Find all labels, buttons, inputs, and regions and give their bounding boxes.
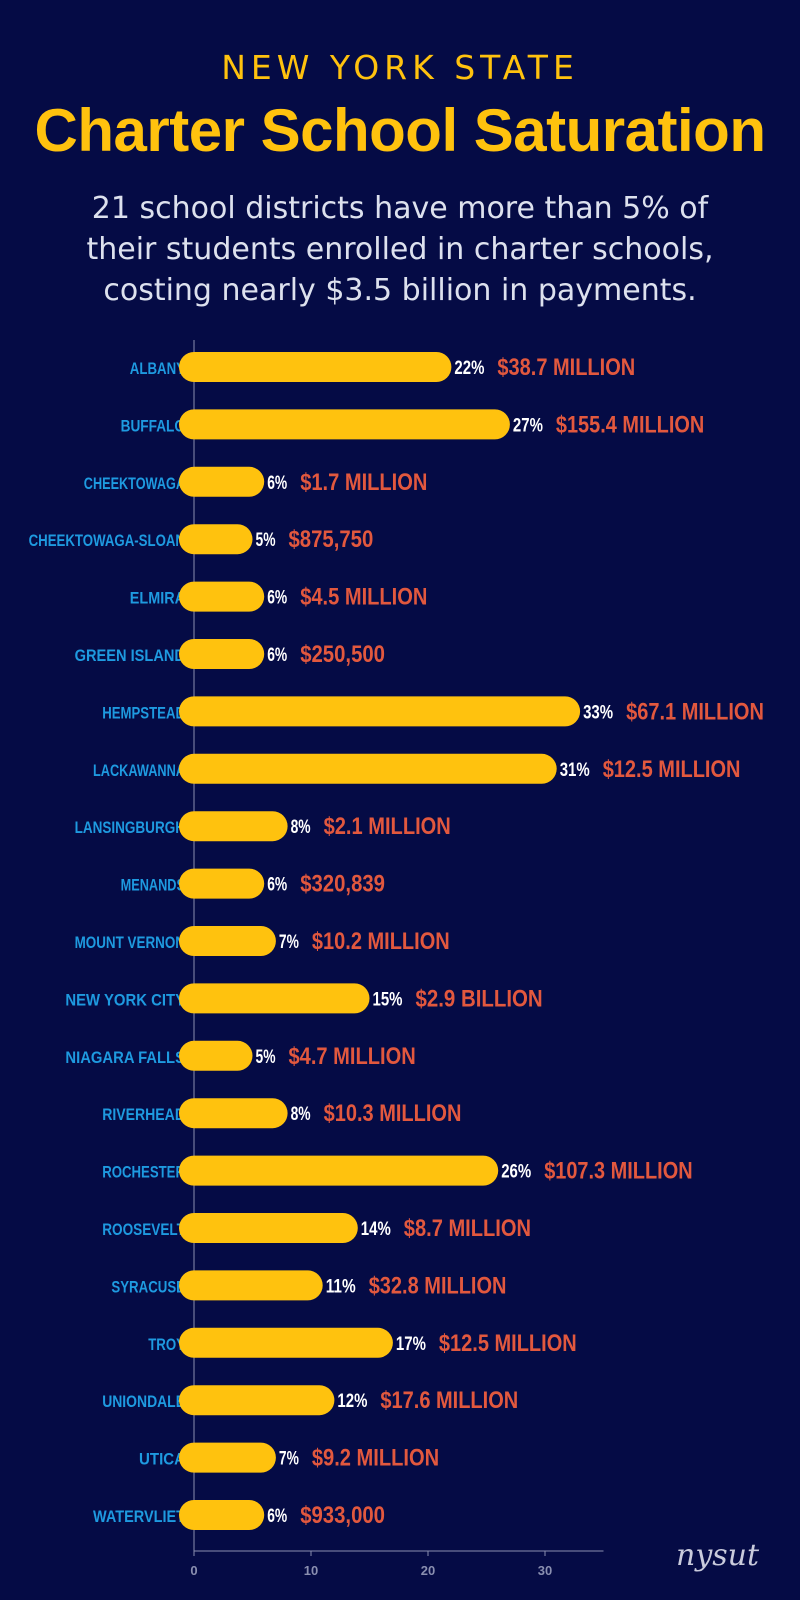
category-label: BUFFALO: [121, 416, 185, 435]
percent-label: 11%: [326, 1276, 356, 1297]
category-label: NEW YORK CITY: [65, 990, 185, 1009]
cost-label: $250,500: [300, 641, 385, 668]
bar: [179, 1327, 393, 1358]
cost-label: $2.9 BILLION: [416, 985, 543, 1012]
cost-label: $107.3 MILLION: [544, 1158, 692, 1185]
cost-label: $155.4 MILLION: [556, 411, 704, 438]
category-label: TROY: [148, 1335, 185, 1354]
category-label: SYRACUSE: [111, 1277, 185, 1296]
percent-label: 8%: [291, 817, 311, 838]
bar: [179, 352, 452, 382]
x-tick-label: 0: [190, 1563, 197, 1578]
cost-label: $9.2 MILLION: [312, 1445, 439, 1472]
nysut-logo: nysut: [676, 1538, 760, 1573]
category-label: ALBANY: [130, 359, 186, 378]
bar: [179, 1098, 288, 1129]
cost-label: $10.2 MILLION: [312, 928, 450, 955]
bar: [179, 409, 510, 440]
x-tick-label: 10: [304, 1563, 318, 1578]
bar: [179, 1213, 358, 1243]
category-label: WATERVLIET: [93, 1507, 186, 1526]
cost-label: $4.7 MILLION: [289, 1043, 416, 1070]
bar: [179, 524, 253, 555]
cost-label: $12.5 MILLION: [603, 756, 741, 783]
percent-label: 17%: [396, 1334, 426, 1355]
percent-label: 15%: [373, 989, 403, 1010]
bar: [179, 926, 276, 956]
percent-label: 6%: [267, 875, 287, 896]
percent-label: 22%: [454, 358, 484, 379]
bar: [179, 1500, 265, 1530]
chart-title: Charter School Saturation: [34, 97, 766, 164]
bar: [179, 639, 265, 669]
bar: [179, 868, 265, 899]
cost-label: $320,839: [300, 871, 385, 898]
cost-label: $875,750: [289, 526, 374, 553]
category-label: ROCHESTER: [102, 1163, 185, 1182]
percent-label: 12%: [337, 1391, 367, 1412]
bar: [179, 1155, 499, 1186]
percent-label: 6%: [267, 588, 287, 609]
x-tick-label: 20: [421, 1563, 435, 1578]
percent-label: 6%: [267, 473, 287, 494]
bar: [179, 811, 288, 842]
percent-label: 6%: [267, 1506, 287, 1527]
percent-label: 27%: [513, 415, 543, 436]
bar: [179, 1270, 323, 1301]
percent-label: 33%: [583, 702, 613, 723]
percent-label: 5%: [256, 1047, 276, 1068]
cost-label: $17.6 MILLION: [380, 1387, 518, 1414]
category-label: LACKAWANNA: [93, 761, 185, 780]
percent-label: 7%: [279, 1449, 299, 1470]
category-label: LANSINGBURGH: [75, 818, 185, 837]
category-label: UTICA: [139, 1450, 185, 1469]
bar: [179, 1040, 253, 1071]
category-label: NIAGARA FALLS: [65, 1048, 185, 1067]
percent-label: 7%: [279, 932, 299, 953]
chart-subtitle: 21 school districts have more than 5% of…: [86, 191, 714, 308]
cost-label: $67.1 MILLION: [626, 698, 764, 725]
percent-label: 26%: [501, 1162, 531, 1183]
category-label: CHEEKTOWAGA-SLOAN: [29, 531, 185, 550]
bar: [179, 581, 265, 612]
bar: [179, 983, 370, 1014]
cost-label: $2.1 MILLION: [324, 813, 451, 840]
percent-label: 6%: [267, 645, 287, 666]
bar: [179, 1442, 276, 1473]
bar: [179, 753, 557, 784]
cost-label: $32.8 MILLION: [369, 1272, 507, 1299]
category-label: UNIONDALE: [102, 1392, 185, 1411]
cost-label: $933,000: [300, 1502, 385, 1529]
percent-label: 5%: [256, 530, 276, 551]
category-label: MOUNT VERNON: [75, 933, 185, 952]
category-label: GREEN ISLAND: [75, 646, 185, 665]
percent-label: 31%: [560, 760, 590, 781]
chart-kicker: NEW YORK STATE: [221, 48, 579, 87]
cost-label: $10.3 MILLION: [324, 1100, 462, 1127]
cost-label: $4.5 MILLION: [300, 584, 427, 611]
bar: [179, 696, 581, 727]
percent-label: 8%: [291, 1104, 311, 1125]
bar: [179, 1385, 335, 1416]
cost-label: $1.7 MILLION: [300, 469, 427, 496]
cost-label: $12.5 MILLION: [439, 1330, 577, 1357]
category-label: ROOSEVELT: [102, 1220, 185, 1239]
category-label: CHEEKTOWAGA: [84, 474, 185, 493]
cost-label: $38.7 MILLION: [497, 354, 635, 381]
percent-label: 14%: [361, 1219, 391, 1240]
category-label: ELMIRA: [130, 589, 185, 608]
category-label: HEMPSTEAD: [102, 703, 185, 722]
x-tick-label: 30: [538, 1563, 552, 1578]
category-label: MENANDS: [121, 876, 185, 895]
category-label: RIVERHEAD: [102, 1105, 185, 1124]
cost-label: $8.7 MILLION: [404, 1215, 531, 1242]
bar: [179, 466, 265, 497]
